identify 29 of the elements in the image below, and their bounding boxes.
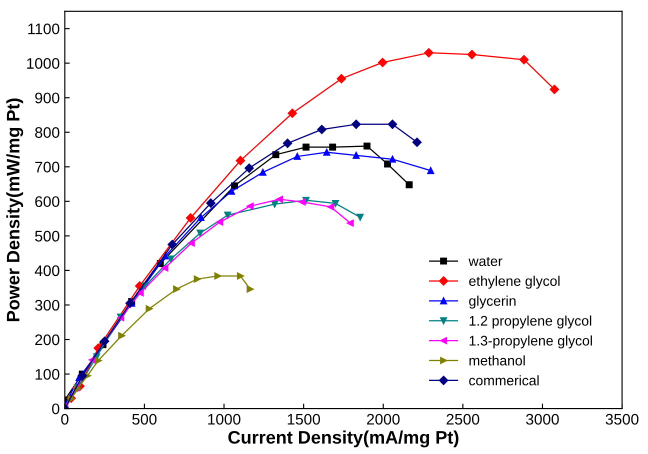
x-tick-label: 1000 <box>208 414 240 425</box>
y-tick-label: 300 <box>35 300 60 311</box>
legend-label: ethylene glycol <box>469 276 560 289</box>
x-tick-label: 3000 <box>526 414 559 425</box>
x-tick-label: 2000 <box>367 414 400 425</box>
legend-label: water <box>468 256 502 266</box>
y-tick-label: 200 <box>35 334 60 346</box>
x-tick-label: 2500 <box>446 414 480 425</box>
x-tick-label: 3500 <box>606 414 638 425</box>
y-tick-label: 1100 <box>28 23 60 34</box>
y-axis-title: Power Density(mW/mg Pt) <box>6 98 24 322</box>
x-tick-label: 1500 <box>288 414 320 425</box>
legend-label: 1.3-propylene glycol <box>470 335 592 348</box>
y-tick-label: 700 <box>35 162 60 172</box>
y-tick-label: 1000 <box>27 58 60 69</box>
legend-label: methanol <box>469 355 525 366</box>
legend-label: glycerin <box>469 296 516 309</box>
y-tick-label: 500 <box>35 230 60 242</box>
x-tick-label: 500 <box>132 414 157 425</box>
x-tick-label: 0 <box>61 414 68 425</box>
y-tick-label: 0 <box>52 403 60 414</box>
x-axis-title: Current Density(mA/mg Pt) <box>228 430 458 448</box>
y-tick-label: 100 <box>36 368 60 380</box>
y-tick-label: 600 <box>35 196 60 208</box>
y-tick-label: 400 <box>34 265 60 276</box>
y-tick-label: 900 <box>35 92 60 104</box>
legend-label: 1.2 propylene glycol <box>470 316 592 328</box>
legend-label: commerical <box>469 375 539 386</box>
y-tick-label: 800 <box>35 127 60 138</box>
